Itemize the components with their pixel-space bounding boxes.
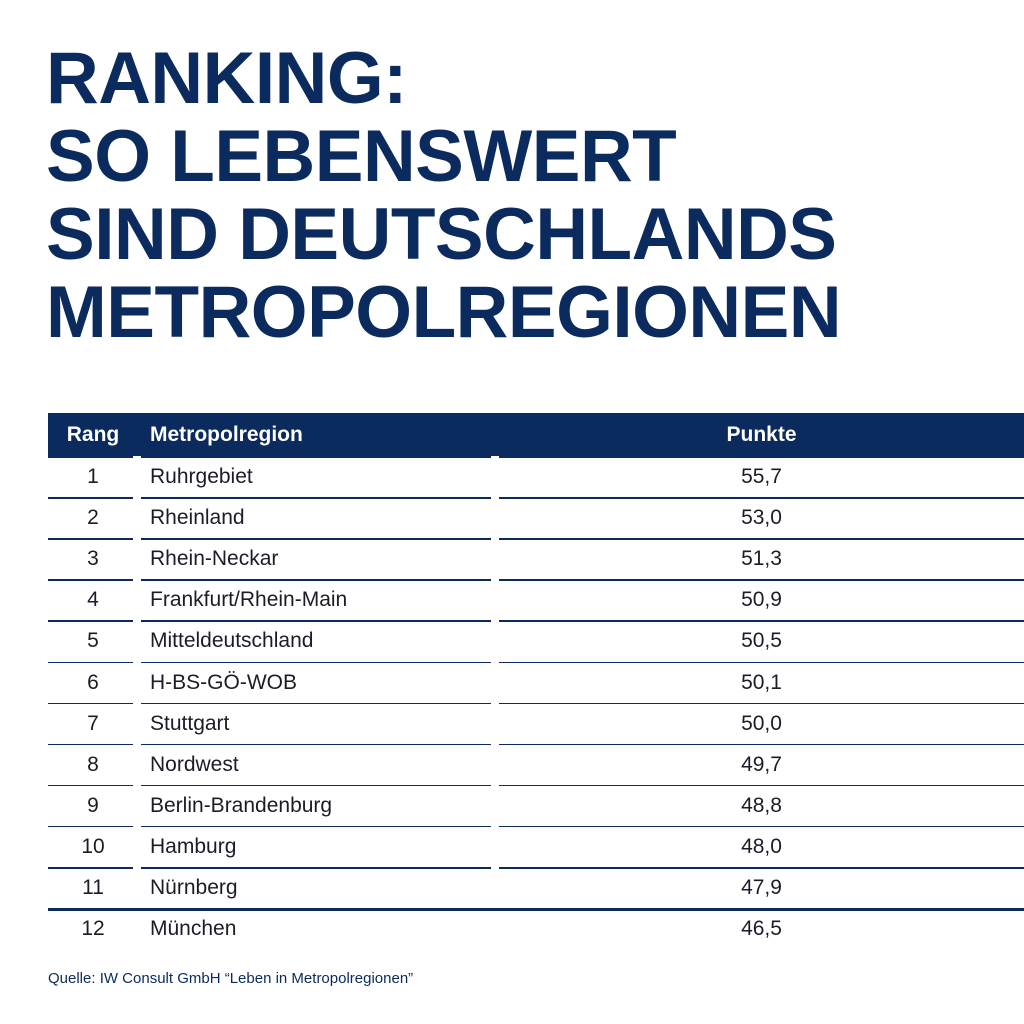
row-divider	[48, 867, 133, 869]
table-row: 4 Frankfurt/Rhein-Main 50,9	[48, 579, 1024, 620]
points: 50,5	[741, 629, 782, 653]
region: Mitteldeutschland	[150, 629, 314, 653]
row-divider	[48, 456, 133, 458]
row-divider	[141, 702, 491, 705]
table-row: 1 Ruhrgebiet 55,7	[48, 456, 1024, 497]
table-bottom-rule	[48, 908, 1024, 912]
row-divider	[141, 579, 491, 581]
source: Quelle: IW Consult GmbH “Leben in Metrop…	[48, 970, 414, 987]
row-divider	[499, 497, 1024, 499]
rank: 8	[87, 752, 99, 776]
table-row: 6 H-BS-GÖ-WOB 50,1	[48, 661, 1024, 703]
column-header: Punkte	[726, 423, 797, 446]
row-divider	[499, 784, 1024, 787]
row-divider	[48, 497, 133, 499]
table-row: 10 Hamburg 48,0	[48, 825, 1024, 867]
region: Nordwest	[150, 752, 239, 776]
title: RANKING: SO LEBENSWERT SIND DEUTSCHLANDS ME…	[46, 38, 842, 353]
row-divider	[141, 784, 491, 787]
title-line: RANKING:	[46, 38, 407, 119]
row-divider	[141, 620, 491, 622]
rank: 4	[87, 588, 99, 612]
table-row: 8 Nordwest 49,7	[48, 743, 1024, 785]
points: 48,0	[741, 834, 782, 858]
region: Hamburg	[150, 834, 237, 858]
row-divider	[499, 702, 1024, 705]
row-divider	[499, 825, 1024, 828]
row-divider	[499, 867, 1024, 869]
rank: 10	[81, 834, 105, 858]
row-divider	[499, 743, 1024, 746]
row-divider	[499, 579, 1024, 581]
table-row: 5 Mitteldeutschland 50,5	[48, 620, 1024, 661]
row-divider	[48, 825, 133, 828]
rank: 7	[87, 711, 99, 735]
rank: 1	[87, 465, 99, 488]
region: Stuttgart	[150, 711, 230, 735]
region: Rhein-Neckar	[150, 547, 279, 571]
row-divider	[48, 620, 133, 622]
region: München	[150, 917, 237, 941]
row-divider	[499, 661, 1024, 663]
column-header: Rang	[66, 423, 120, 446]
rank: 5	[87, 629, 99, 653]
row-divider	[48, 743, 133, 746]
points: 53,0	[741, 506, 782, 530]
region: Frankfurt/Rhein-Main	[150, 588, 348, 612]
title-line: SIND DEUTSCHLANDS	[46, 194, 837, 275]
table-row: 3 Rhein-Neckar 51,3	[48, 538, 1024, 579]
row-divider	[48, 784, 133, 787]
region: Rheinland	[150, 506, 245, 530]
column-header: Metropolregion	[150, 423, 303, 446]
rank: 11	[82, 876, 104, 899]
points: 50,0	[741, 711, 782, 735]
table-row: 7 Stuttgart 50,0	[48, 702, 1024, 744]
title-line: METROPOLREGIONEN	[46, 272, 842, 353]
points: 55,7	[741, 465, 782, 488]
row-divider	[141, 456, 491, 458]
points: 49,7	[741, 752, 782, 776]
row-divider	[48, 702, 133, 705]
title-line: SO LEBENSWERT	[46, 116, 677, 197]
row-divider	[48, 538, 133, 540]
region: H-BS-GÖ-WOB	[150, 670, 297, 694]
region: Nürnberg	[150, 876, 238, 899]
row-divider	[48, 579, 133, 581]
points: 50,1	[741, 670, 782, 694]
table-row: 9 Berlin-Brandenburg 48,8	[48, 784, 1024, 826]
points: 51,3	[741, 547, 782, 571]
table-row: 11 Nürnberg 47,9	[48, 867, 1024, 908]
rank: 3	[87, 547, 99, 571]
points: 47,9	[741, 876, 782, 899]
rank: 12	[81, 917, 105, 941]
points: 48,8	[741, 793, 782, 817]
table-row: 12 München 46,5	[48, 908, 1024, 949]
rank: 6	[87, 670, 99, 694]
region: Berlin-Brandenburg	[150, 793, 333, 817]
table-row: 2 Rheinland 53,0	[48, 497, 1024, 538]
row-divider	[141, 497, 491, 499]
row-divider	[48, 661, 133, 663]
row-divider	[141, 867, 491, 869]
row-divider	[499, 456, 1024, 458]
row-divider	[141, 825, 491, 828]
rank: 2	[87, 506, 99, 530]
row-divider	[499, 620, 1024, 622]
region: Ruhrgebiet	[150, 465, 253, 488]
row-divider	[141, 661, 491, 663]
points: 50,9	[741, 588, 782, 612]
table-header: Rang Metropolregion Punkte	[48, 413, 1024, 456]
row-divider	[141, 538, 491, 540]
rank: 9	[87, 793, 99, 817]
points: 46,5	[741, 917, 782, 941]
row-divider	[499, 538, 1024, 540]
row-divider	[141, 743, 491, 746]
